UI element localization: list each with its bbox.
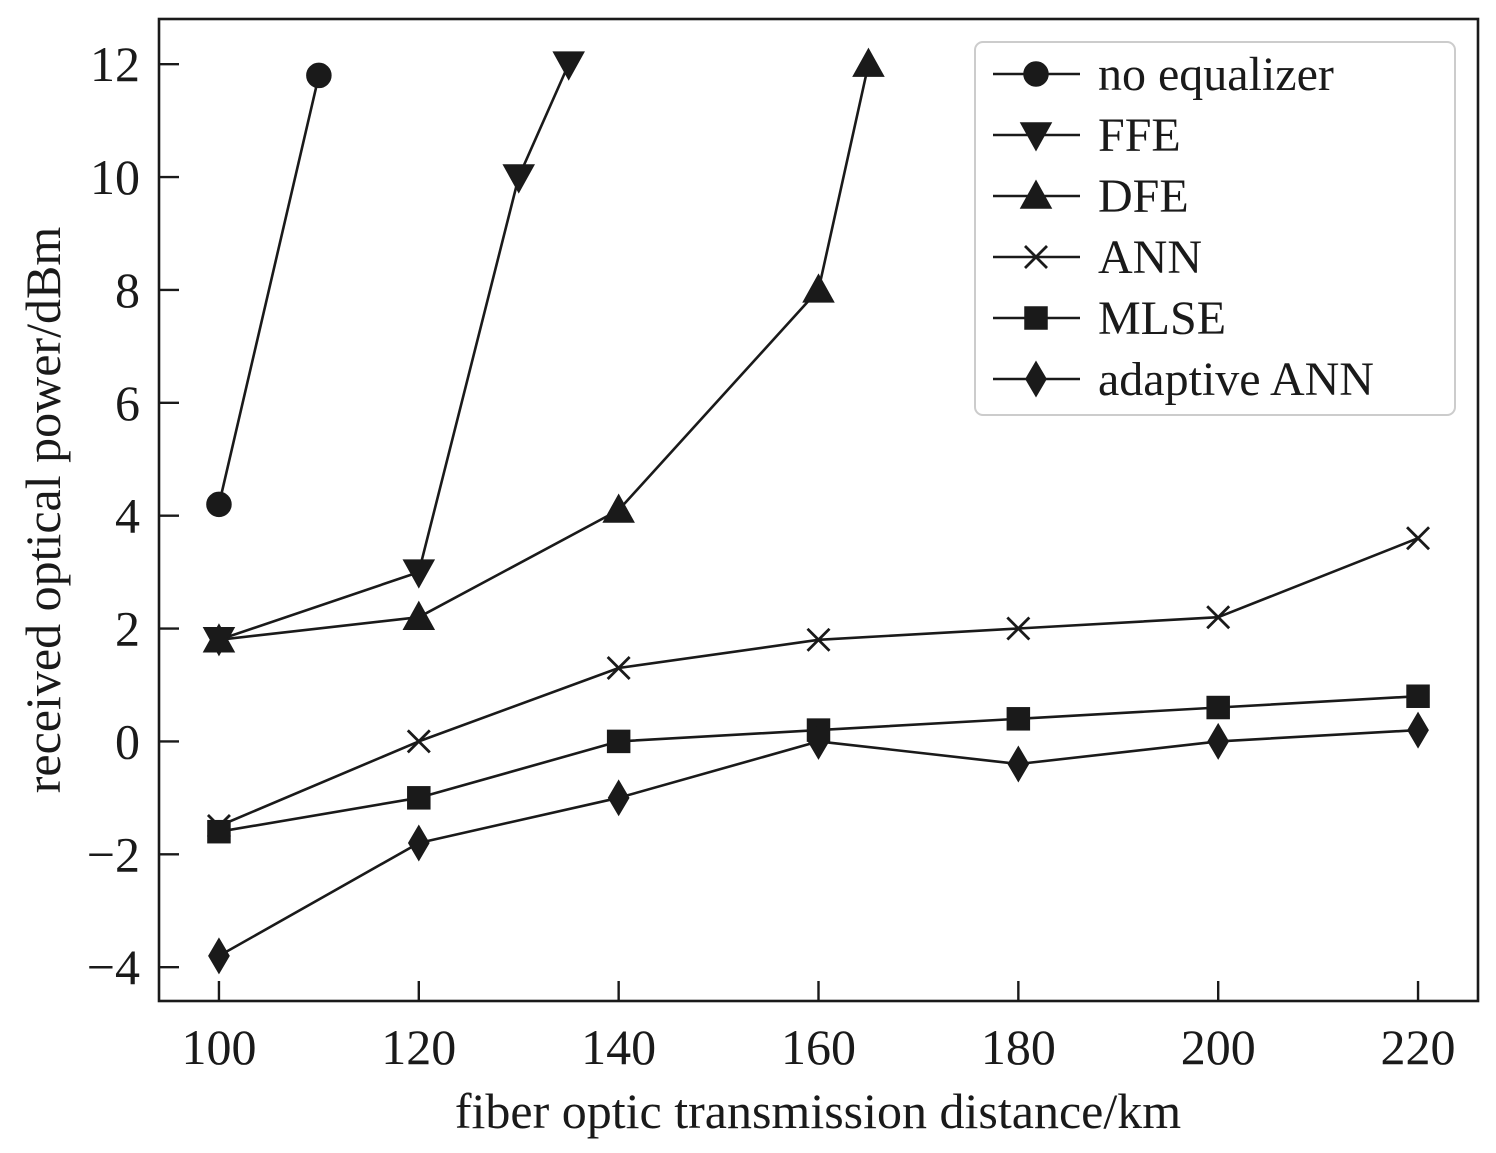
data-point-no-equalizer-100 [206, 491, 232, 518]
data-point-adaptive-ann-120 [407, 824, 430, 862]
data-point-adaptive-ann-180 [1007, 745, 1030, 783]
y-tick-label: 6 [115, 375, 140, 431]
x-tick-label: 220 [1381, 1019, 1456, 1075]
legend-entry-no-equalizer: no equalizer [993, 48, 1334, 101]
legend-frame [974, 41, 1456, 416]
legend-label: ANN [1098, 231, 1202, 284]
series-line-no-equalizer [217, 75, 321, 505]
series-dfe [202, 47, 885, 653]
data-point-dfe-165 [852, 47, 885, 77]
legend-marker-thin-diamond [1025, 360, 1047, 398]
series-no-equalizer [206, 62, 332, 518]
data-point-ann-200 [1206, 605, 1231, 630]
data-point-dfe-100 [202, 623, 236, 653]
legend-entry-adaptive-ann: adaptive ANN [993, 353, 1374, 406]
y-axis-label: received optical power/dBm [15, 227, 71, 794]
data-point-mlse-140 [606, 729, 631, 754]
y-tick-label: 10 [90, 149, 140, 205]
series-line-ffe [218, 63, 570, 642]
x-tick-label: 180 [981, 1019, 1056, 1075]
data-point-adaptive-ann-100 [208, 937, 230, 975]
data-point-mlse-100 [207, 819, 231, 844]
y-tick-label: −4 [87, 939, 140, 995]
legend: no equalizer FFE DFE ANN MLSE adaptive ANN [974, 41, 1456, 416]
data-point-ffe-135 [552, 51, 585, 81]
x-tick-label: 200 [1181, 1019, 1256, 1075]
legend-marker-circle [1023, 61, 1049, 87]
data-point-ann-160 [806, 627, 831, 652]
y-tick-label: −2 [87, 826, 140, 882]
series-layer [202, 47, 1431, 975]
data-point-ann-140 [606, 656, 631, 681]
data-point-dfe-160 [802, 273, 835, 303]
legend-entry-mlse: MLSE [993, 292, 1226, 345]
axes-layer: 100 120 140 160 180 200 220 −4 −2 0 2 4 6 8 10 12 [87, 17, 1480, 1075]
series-line-dfe [218, 63, 870, 642]
y-tick-label: 8 [115, 262, 140, 318]
series-mlse [207, 684, 1430, 844]
data-point-adaptive-ann-200 [1207, 722, 1230, 760]
data-point-no-equalizer-110 [306, 62, 332, 89]
y-tick-label: 0 [115, 713, 140, 769]
legend-label: adaptive ANN [1098, 353, 1374, 406]
legend-marker-square [1024, 306, 1048, 330]
y-tick-label: 4 [115, 488, 140, 544]
data-point-ann-220 [1406, 526, 1431, 551]
legend-entry-ann: ANN [993, 231, 1202, 284]
x-tick-label: 160 [781, 1019, 856, 1075]
data-point-adaptive-ann-140 [607, 779, 630, 817]
series-ann [206, 526, 1431, 839]
data-point-adaptive-ann-160 [807, 722, 830, 760]
legend-marker-triangle-down [1019, 122, 1053, 152]
data-point-ann-120 [406, 729, 431, 754]
data-point-mlse-180 [1006, 707, 1031, 731]
series-line-ann [218, 536, 1419, 828]
data-point-dfe-140 [602, 493, 635, 523]
legend-label: DFE [1098, 170, 1189, 223]
legend-marker-x [1024, 245, 1048, 269]
data-point-dfe-120 [402, 600, 436, 630]
legend-marker-triangle-up [1019, 179, 1053, 209]
legend-entry-dfe: DFE [993, 170, 1189, 223]
series-line-adaptive-ann [218, 728, 1419, 958]
data-point-ffe-120 [402, 559, 436, 589]
data-point-mlse-120 [407, 786, 431, 810]
x-tick-label: 100 [181, 1019, 256, 1075]
legend-entry-ffe: FFE [993, 109, 1181, 162]
series-adaptive-ann [208, 711, 1429, 975]
legend-label: MLSE [1098, 292, 1226, 345]
data-point-ann-180 [1006, 616, 1031, 641]
series-ffe [202, 51, 585, 657]
y-tick-label: 2 [115, 601, 140, 657]
data-point-mlse-200 [1206, 695, 1230, 720]
data-point-ffe-130 [502, 164, 536, 194]
series-line-mlse [218, 694, 1419, 833]
y-tick-label: 12 [90, 36, 140, 92]
legend-label: no equalizer [1098, 48, 1334, 101]
data-point-mlse-220 [1406, 684, 1430, 708]
x-tick-label: 140 [581, 1019, 656, 1075]
legend-label: FFE [1098, 109, 1181, 162]
x-axis-label: fiber optic transmission distance/km [455, 1083, 1181, 1139]
data-point-adaptive-ann-220 [1407, 711, 1429, 749]
x-tick-label: 120 [381, 1019, 456, 1075]
